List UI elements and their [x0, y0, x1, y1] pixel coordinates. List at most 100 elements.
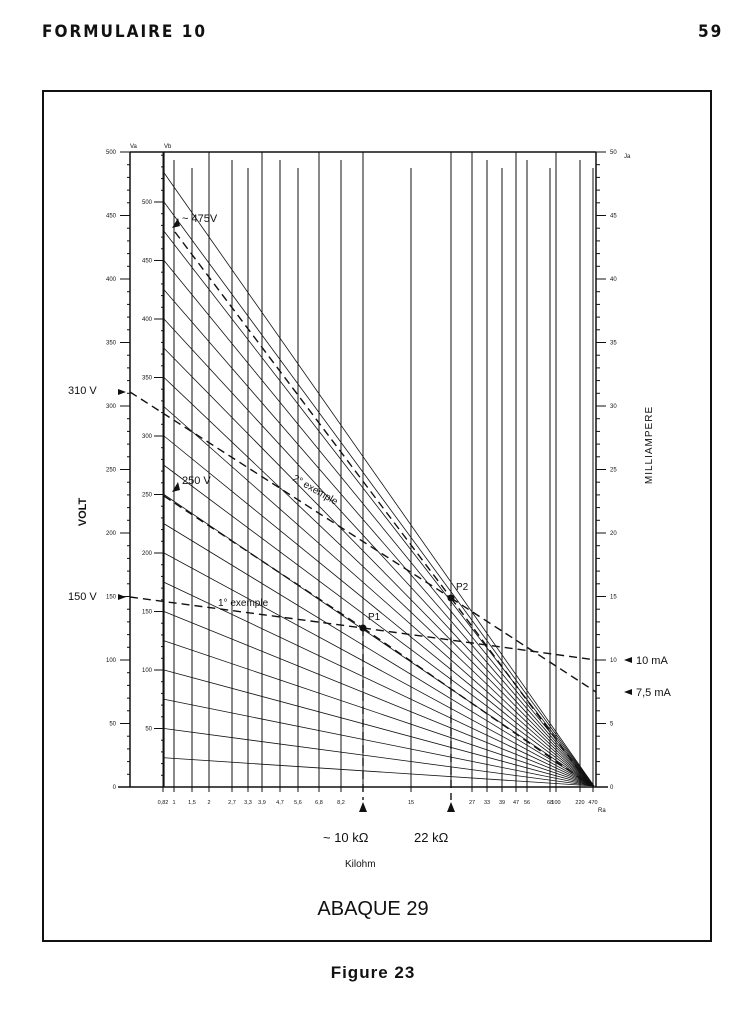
- va-axis-name: Va: [130, 144, 138, 150]
- label-250v: 250 V: [182, 475, 211, 487]
- ra-tick-label: 220: [575, 800, 584, 806]
- milliampere-axis-label: MILLIAMPERE: [644, 406, 655, 484]
- figure-label: Figure 23: [330, 963, 416, 982]
- ra-tick-label: 100: [551, 800, 560, 806]
- load-line: [163, 669, 595, 787]
- arrow-left-icon: [624, 657, 632, 663]
- ja-tick-label: 45: [610, 214, 617, 220]
- example2-line: [129, 391, 452, 599]
- vb-tick-label: 250: [142, 493, 153, 499]
- ra-tick-label: 27: [469, 800, 475, 806]
- label-310v: 310 V: [68, 385, 97, 397]
- ra-tick-label: 39: [499, 800, 505, 806]
- load-line: [163, 347, 595, 787]
- va-tick-label: 400: [106, 277, 117, 283]
- ja-tick-label: 35: [610, 341, 617, 347]
- ja-axis-name: Ja: [624, 154, 631, 160]
- load-line: [163, 757, 595, 787]
- load-line-250v: [362, 627, 591, 786]
- label-475v: ~ 475V: [182, 213, 218, 225]
- load-line: [163, 377, 595, 787]
- ja-tick-label: 40: [610, 277, 617, 283]
- running-header: FORMULAIRE 10: [42, 22, 207, 42]
- load-line: [163, 611, 595, 787]
- vb-tick-label: 450: [142, 259, 153, 265]
- example2-line: [450, 597, 597, 693]
- page-number: 59: [698, 22, 724, 42]
- load-line: [163, 435, 595, 787]
- label-p2: P2: [456, 582, 469, 593]
- vb-tick-label: 500: [142, 200, 153, 206]
- ra-tick-label: 1,5: [188, 800, 196, 806]
- load-line: [163, 260, 595, 787]
- ja-tick-label: 20: [610, 531, 617, 537]
- ja-tick-label: 10: [610, 658, 617, 664]
- vb-tick-label: 200: [142, 551, 153, 557]
- point-p1: [359, 624, 367, 632]
- label-22-kohm: 22 kΩ: [414, 830, 449, 845]
- ra-tick-label: 5,6: [294, 800, 302, 806]
- va-tick-label: 100: [106, 658, 117, 664]
- label-150v: 150 V: [68, 591, 97, 603]
- va-tick-label: 450: [106, 214, 117, 220]
- label-10-kohm: ~ 10 kΩ: [323, 830, 369, 845]
- load-line: [163, 728, 595, 787]
- va-tick-label: 350: [106, 341, 117, 347]
- arrow-right-icon: [118, 389, 126, 395]
- point-p2: [447, 594, 455, 602]
- vb-tick-label: 350: [142, 376, 153, 382]
- vb-tick-label: 50: [145, 727, 152, 733]
- ra-tick-label: 4,7: [276, 800, 284, 806]
- load-line: [163, 581, 595, 787]
- ra-tick-label: 470: [588, 800, 597, 806]
- ra-tick-label: 33: [484, 800, 490, 806]
- load-line-250v: [163, 495, 364, 629]
- ja-tick-label: 50: [610, 150, 617, 156]
- va-tick-label: 300: [106, 404, 117, 410]
- kilohm-label: Kilohm: [345, 859, 376, 870]
- load-line: [163, 640, 595, 787]
- va-tick-label: 150: [106, 595, 117, 601]
- ra-tick-label: 3,3: [244, 800, 252, 806]
- volt-axis-label: VOLT: [77, 497, 89, 526]
- load-line: [163, 289, 595, 787]
- arrow-icon: [172, 218, 180, 228]
- va-tick-label: 500: [106, 150, 117, 156]
- example1-line: [362, 627, 597, 661]
- ra-tick-label: 68: [547, 800, 553, 806]
- figure-frame: [42, 90, 712, 942]
- ra-axis-name: Ra: [598, 808, 606, 814]
- arrow-up-icon: [447, 802, 455, 812]
- va-tick-label: 0: [113, 785, 117, 791]
- arrow-left-icon: [624, 689, 632, 695]
- va-tick-label: 200: [106, 531, 117, 537]
- load-line: [163, 318, 595, 787]
- arrow-right-icon: [118, 594, 126, 600]
- label-p1: P1: [368, 612, 381, 623]
- label-example-1: 1° exemple: [218, 598, 269, 609]
- vb-tick-label: 400: [142, 317, 153, 323]
- ra-tick-label: 56: [524, 800, 530, 806]
- label-7-5ma: 7,5 mA: [636, 687, 672, 699]
- example1-line: [129, 596, 364, 629]
- ja-tick-label: 25: [610, 468, 617, 474]
- label-10ma: 10 mA: [636, 655, 668, 667]
- arrow-icon: [172, 482, 180, 492]
- vb-tick-label: 300: [142, 434, 153, 440]
- ra-tick-label: 3,9: [258, 800, 266, 806]
- ra-tick-label: 2: [207, 800, 210, 806]
- ra-tick-label: 47: [513, 800, 519, 806]
- diagram-caption: ABAQUE 29: [317, 898, 429, 920]
- ja-tick-label: 5: [610, 722, 614, 728]
- vb-tick-label: 100: [142, 668, 153, 674]
- load-line: [163, 406, 595, 787]
- load-line: [163, 698, 595, 787]
- arrow-up-icon: [359, 802, 367, 812]
- load-line: [163, 464, 595, 787]
- ra-tick-label: 2,7: [228, 800, 236, 806]
- vb-axis-name: Vb: [164, 144, 172, 150]
- ra-tick-label: 0,82: [158, 800, 169, 806]
- ja-tick-label: 15: [610, 595, 617, 601]
- vb-tick-label: 150: [142, 610, 153, 616]
- ja-tick-label: 30: [610, 404, 617, 410]
